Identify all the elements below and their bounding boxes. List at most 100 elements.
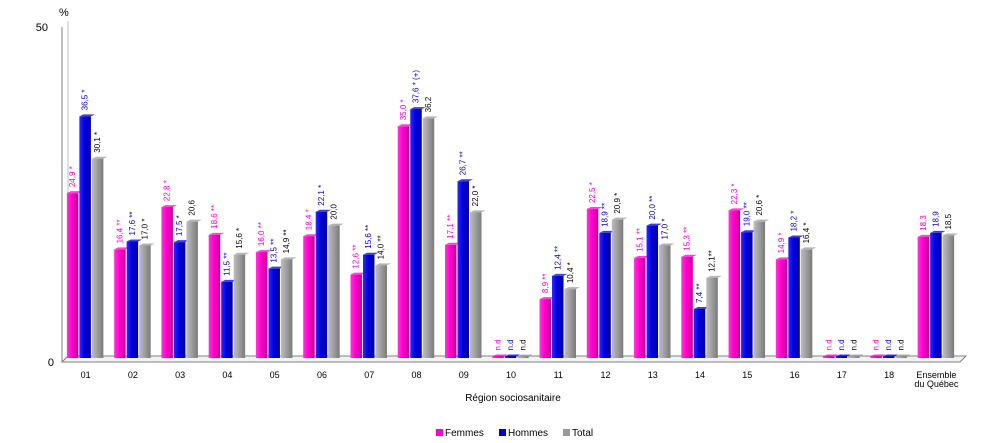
- bar-top-face: [659, 243, 675, 246]
- data-label-femmes: 8,9 **: [541, 274, 550, 294]
- category-label-line: 02: [128, 370, 138, 380]
- data-label-hommes: 22,1 *: [317, 185, 326, 206]
- legend-label-total: Total: [572, 428, 593, 439]
- bar-front-face: [870, 356, 882, 358]
- bar-front-face: [114, 249, 126, 358]
- bar-total: [895, 354, 911, 358]
- bar-top-face: [328, 223, 344, 226]
- data-label-hommes: 19,0 **: [742, 202, 751, 226]
- bar-front-face: [930, 232, 942, 358]
- category-label: 04: [222, 370, 232, 380]
- bar-top-face: [221, 279, 237, 282]
- data-label-total: 18,5: [944, 213, 953, 229]
- category-label-line: 15: [742, 370, 752, 380]
- y-tick-min: 0: [48, 357, 54, 369]
- bar-front-face: [895, 356, 907, 358]
- bar-front-face: [539, 299, 552, 358]
- data-label-hommes: 20,0 **: [648, 196, 657, 220]
- bar-hommes: [882, 354, 899, 358]
- category-label: 14: [695, 370, 705, 380]
- bar-front-face: [362, 254, 375, 358]
- bar-top-face: [917, 234, 934, 237]
- bar-front-face: [835, 356, 848, 358]
- bar-top-face: [504, 354, 521, 357]
- bar-top-face: [186, 219, 202, 222]
- bar-femmes: [728, 208, 745, 358]
- bar-femmes: [917, 234, 934, 358]
- bar-total: [800, 247, 817, 358]
- category-label: 03: [175, 370, 185, 380]
- category-label: 12: [601, 370, 611, 380]
- bar-total: [375, 263, 391, 358]
- bar-top-face: [233, 252, 250, 255]
- bar-top-face: [611, 217, 628, 220]
- data-label-femmes: 22,5 *: [588, 182, 597, 203]
- bar-front-face: [268, 268, 280, 358]
- data-label-femmes: n.d: [494, 339, 503, 350]
- category-label: 02: [128, 370, 138, 380]
- bar-front-face: [634, 258, 646, 358]
- bar-total: [328, 223, 344, 358]
- bar-top-face: [930, 230, 946, 233]
- data-label-hommes: 26,7 **: [459, 151, 468, 175]
- bar-femmes: [66, 191, 83, 358]
- data-label-hommes: n.d: [884, 339, 893, 350]
- bar-top-face: [91, 156, 108, 159]
- category-label-line: 14: [695, 370, 705, 380]
- bar-hommes: [79, 114, 95, 359]
- data-label-hommes: 11,5 **: [222, 252, 231, 275]
- data-label-femmes: 35,0 *: [399, 99, 408, 120]
- data-label-hommes: 36,5 *: [81, 89, 90, 110]
- bar-front-face: [753, 221, 766, 358]
- category-label-line: 17: [837, 370, 847, 380]
- category-label-line: 01: [81, 370, 91, 380]
- bar-hommes: [362, 252, 379, 358]
- bar-front-face: [706, 277, 718, 358]
- category-label-line: 09: [459, 370, 469, 380]
- bar-hommes: [693, 307, 710, 358]
- bar-top-face: [362, 252, 379, 255]
- bar-total: [564, 287, 581, 358]
- legend-label-femmes: Femmes: [445, 428, 484, 439]
- bar-top-face: [728, 208, 745, 211]
- data-label-femmes: 14,9 *: [777, 232, 786, 253]
- bar-front-face: [161, 207, 173, 358]
- bar-front-face: [586, 209, 599, 358]
- data-label-hommes: 12,4 **: [553, 246, 562, 270]
- bar-top-face: [646, 223, 663, 226]
- bar-top-face: [114, 247, 130, 250]
- y-axis-unit: %: [59, 7, 69, 19]
- legend-label-hommes: Hommes: [508, 428, 548, 439]
- bar-front-face: [646, 225, 659, 358]
- bar-total: [753, 219, 770, 358]
- bar-total: [186, 219, 202, 358]
- category-label: 13: [648, 370, 658, 380]
- category-label: 17: [837, 370, 847, 380]
- bar-top-face: [882, 354, 899, 357]
- data-label-total: n.d: [519, 339, 528, 350]
- bar-front-face: [139, 245, 151, 358]
- data-label-femmes: 12,6 **: [352, 245, 361, 269]
- bar-femmes: [114, 247, 130, 358]
- data-label-total: 15,6 *: [235, 228, 244, 249]
- bar-top-face: [66, 191, 83, 194]
- bar-front-face: [517, 356, 529, 358]
- bar-femmes: [255, 250, 272, 358]
- y-tick-max: 50: [36, 22, 48, 34]
- bar-top-face: [706, 275, 722, 278]
- bar-top-face: [410, 107, 426, 110]
- bar-top-face: [517, 354, 533, 357]
- bar-top-face: [492, 354, 508, 357]
- bar-hommes: [788, 235, 804, 358]
- data-label-total: 30,1 *: [93, 132, 102, 153]
- bar-top-face: [397, 124, 414, 127]
- bar-femmes: [775, 257, 792, 358]
- bar-front-face: [280, 259, 293, 358]
- bar-front-face: [775, 259, 788, 358]
- data-label-femmes: 18,6 **: [210, 205, 219, 229]
- bar-top-face: [268, 266, 284, 269]
- bar-top-face: [788, 235, 804, 238]
- bar-top-face: [375, 263, 391, 266]
- bar-front-face: [397, 126, 410, 358]
- bar-top-face: [564, 287, 581, 290]
